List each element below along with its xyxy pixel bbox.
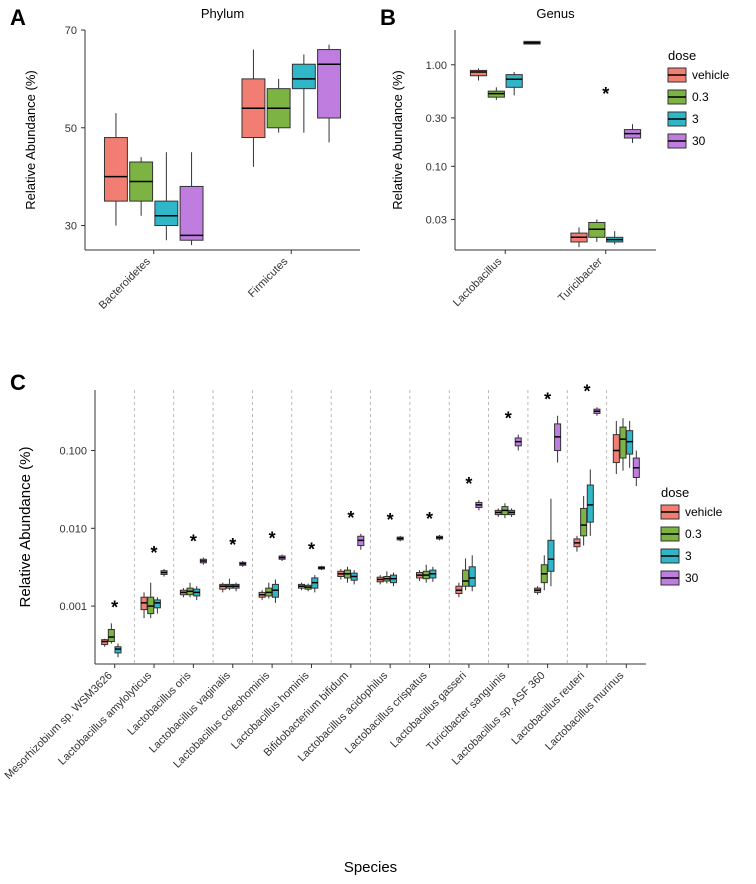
y-tick-label: 30	[65, 221, 77, 233]
significance-star: *	[583, 381, 590, 401]
y-tick-label: 50	[65, 123, 77, 135]
y-tick-label: 0.10	[426, 161, 447, 173]
y-axis-label: Relative Abundance (%)	[17, 447, 34, 608]
significance-star: *	[308, 540, 315, 560]
x-tick-label: Turicibacter	[556, 255, 605, 304]
legend-label: vehicle	[692, 68, 730, 82]
significance-star: *	[111, 597, 118, 617]
y-axis-label: Relative Abundance (%)	[390, 70, 405, 209]
panel-b-title: Genus	[536, 6, 575, 21]
significance-star: *	[229, 535, 236, 555]
y-tick-label: 0.010	[59, 523, 87, 535]
panel-a-chart: Phylum 30 50 70 Relative Abundance (%) Bacter…	[10, 0, 380, 360]
significance-star: *	[465, 474, 472, 494]
legend-label: 3	[685, 549, 692, 563]
legend-label: 3	[692, 112, 699, 126]
x-tick-label: Lactobacillus	[451, 255, 505, 309]
y-tick-label: 0.03	[426, 214, 447, 226]
legend-label: 30	[692, 134, 706, 148]
significance-star: *	[190, 532, 197, 552]
x-tick-label: Lactobacillus reuteri	[509, 670, 587, 748]
y-tick-label: 1.00	[426, 60, 447, 72]
x-tick-label: Lactobacillus hominis	[229, 669, 312, 752]
x-axis-label: Species	[344, 859, 397, 876]
legend-label: 30	[685, 571, 699, 585]
x-tick-label: Lactobacillus gasseri	[388, 670, 469, 751]
panel-a-title: Phylum	[201, 6, 244, 21]
legend-title: dose	[668, 48, 696, 63]
x-tick-label: Firmicutes	[246, 255, 291, 300]
significance-star: *	[602, 84, 609, 104]
panel-b-chart: Genus 0.03 0.10 0.30 1.00 Relative Abundance …	[380, 0, 756, 360]
x-tick-label: Turicibacter sanguinis	[425, 669, 509, 753]
significance-star: *	[269, 529, 276, 549]
y-tick-label: 0.001	[59, 601, 87, 613]
panel-c-chart: 0.0010.0100.100Relative Abundance (%)*Me…	[0, 360, 756, 884]
significance-star: *	[387, 510, 394, 530]
y-tick-label: 70	[65, 25, 77, 37]
x-tick-label: Lactobacillus murinus	[543, 669, 627, 753]
y-tick-label: 0.100	[59, 446, 87, 458]
significance-star: *	[505, 409, 512, 429]
significance-star: *	[347, 508, 354, 528]
y-tick-label: 0.30	[426, 113, 447, 125]
significance-star: *	[426, 509, 433, 529]
legend-label: 0.3	[692, 90, 709, 104]
significance-star: *	[544, 390, 551, 410]
legend-label: vehicle	[685, 505, 723, 519]
significance-star: *	[151, 543, 158, 563]
legend-label: 0.3	[685, 527, 702, 541]
legend-title: dose	[661, 485, 689, 500]
y-axis-label: Relative Abundance (%)	[23, 70, 38, 209]
x-tick-label: Bacteroidetes	[97, 255, 153, 311]
